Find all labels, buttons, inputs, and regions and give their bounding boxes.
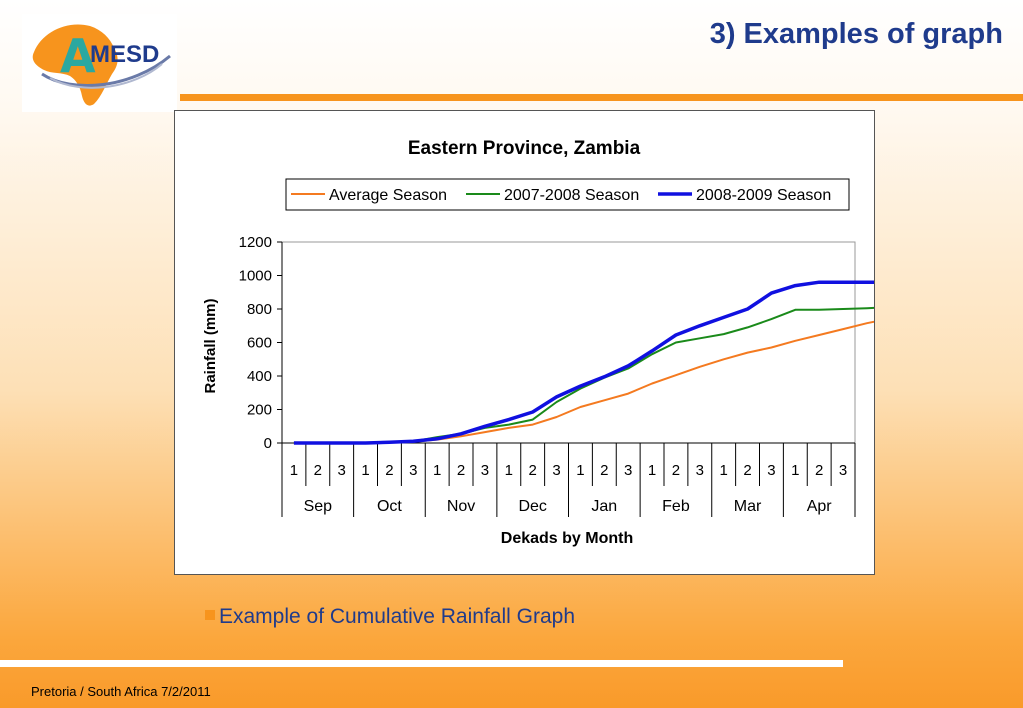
dekad-tick-label: 2 <box>743 462 751 479</box>
dekad-tick-label: 2 <box>314 462 322 479</box>
rainfall-chart: Eastern Province, Zambia Average Season 2… <box>202 138 874 547</box>
dekad-tick-label: 1 <box>290 462 298 479</box>
x-axis-label: Dekads by Month <box>501 530 633 547</box>
footer-text: Pretoria / South Africa 7/2/2011 <box>31 684 211 699</box>
chart-title: Eastern Province, Zambia <box>408 138 641 159</box>
caption: Example of Cumulative Rainfall Graph <box>205 605 575 629</box>
dekad-tick-label: 1 <box>576 462 584 479</box>
y-tick-label: 0 <box>264 435 272 452</box>
amesd-logo: A MESD <box>22 14 177 112</box>
dekad-tick-label: 2 <box>600 462 608 479</box>
month-tick-label: Apr <box>807 498 833 515</box>
series-line-3 <box>293 280 874 445</box>
slide-title: 3) Examples of graph <box>709 18 1003 50</box>
legend-box <box>285 178 850 211</box>
dekad-tick-label: 3 <box>552 462 560 479</box>
month-tick-label: Feb <box>662 498 690 515</box>
dekad-tick-label: 2 <box>815 462 823 479</box>
legend: Average Season 2007-2008 Season 2008-2009 … <box>285 178 850 211</box>
month-tick-label: Mar <box>734 498 762 515</box>
legend-entry: 2008-2009 Season <box>696 187 831 204</box>
bullet-icon <box>205 610 215 621</box>
series-lines <box>293 280 874 445</box>
dekad-tick-label: 3 <box>409 462 417 479</box>
y-tick-label: 200 <box>247 402 272 419</box>
caption-text: Example of Cumulative Rainfall Graph <box>219 605 575 628</box>
dekad-tick-label: 1 <box>361 462 369 479</box>
month-tick-label: Jan <box>591 498 617 515</box>
dekad-tick-label: 3 <box>839 462 847 479</box>
dekad-tick-label: 2 <box>529 462 537 479</box>
dekad-tick-label: 3 <box>481 462 489 479</box>
dekad-tick-label: 3 <box>338 462 346 479</box>
series-line-2 <box>293 306 874 444</box>
dekad-tick-label: 3 <box>696 462 704 479</box>
y-tick-label: 800 <box>247 301 272 318</box>
legend-entry: 2007-2008 Season <box>504 187 639 204</box>
dekad-tick-label: 1 <box>433 462 441 479</box>
y-tick-label: 1000 <box>239 268 272 285</box>
dekad-tick-label: 3 <box>767 462 775 479</box>
logo-letter: A <box>60 29 96 83</box>
month-tick-label: Dec <box>518 498 546 515</box>
dekad-tick-label: 2 <box>457 462 465 479</box>
dekad-tick-label: 1 <box>791 462 799 479</box>
dekad-tick-label: 1 <box>720 462 728 479</box>
dekad-tick-label: 1 <box>648 462 656 479</box>
y-tick-label: 600 <box>247 335 272 352</box>
dekad-tick-label: 2 <box>385 462 393 479</box>
chart-container: Eastern Province, Zambia Average Season 2… <box>174 110 875 575</box>
logo-text: MESD <box>90 41 159 68</box>
legend-entry: Average Season <box>329 187 447 204</box>
y-tick-label: 1200 <box>239 234 272 251</box>
month-tick-label: Nov <box>447 498 475 515</box>
y-axis-label: Rainfall (mm) <box>202 298 219 393</box>
bottom-divider <box>0 660 843 667</box>
dekad-tick-label: 2 <box>672 462 680 479</box>
top-divider <box>180 94 1023 101</box>
dekad-tick-label: 1 <box>505 462 513 479</box>
y-tick-label: 400 <box>247 368 272 385</box>
month-tick-label: Oct <box>377 498 402 515</box>
dekad-tick-label: 3 <box>624 462 632 479</box>
series-line-1 <box>293 320 874 444</box>
month-tick-label: Sep <box>304 498 333 515</box>
africa-logo-icon: A MESD <box>32 24 171 106</box>
